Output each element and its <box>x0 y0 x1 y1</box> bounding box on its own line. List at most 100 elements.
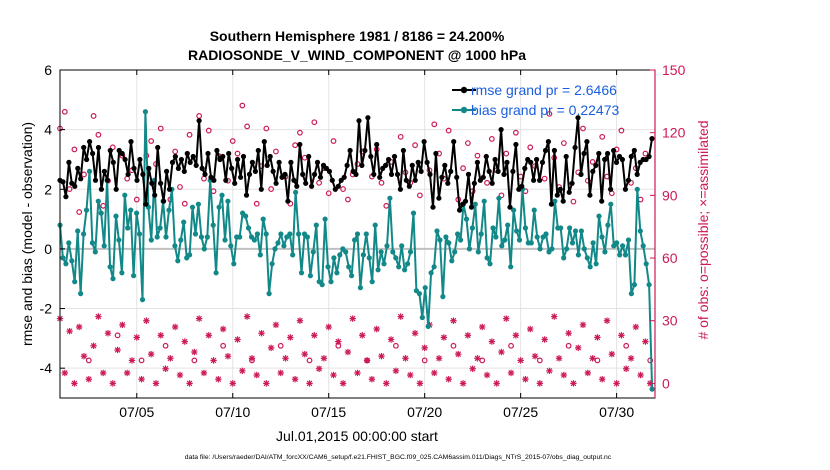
obs-assimilated-stroke <box>229 380 236 387</box>
obs-assimilated-marker <box>248 355 256 362</box>
rmse-point <box>483 153 489 160</box>
obs-assimilated-stroke <box>205 332 212 339</box>
obs-possible-marker <box>273 148 279 155</box>
obs-assimilated-stroke <box>153 380 159 387</box>
bias-point <box>531 207 537 213</box>
rmse-point <box>303 180 309 186</box>
obs-possible-marker <box>412 142 418 149</box>
obs-possible-marker <box>148 138 155 144</box>
bias-point <box>119 270 125 276</box>
rmse-point <box>400 147 406 154</box>
bias-point <box>254 231 260 237</box>
bias-point <box>310 249 316 255</box>
rmse-point <box>214 147 220 154</box>
bias-point <box>319 282 325 288</box>
rmse-point <box>164 168 170 174</box>
obs-assimilated-stroke <box>138 376 145 383</box>
obs-assimilated-marker <box>570 380 577 387</box>
rmse-point <box>397 186 403 192</box>
bias-point <box>490 225 496 231</box>
obs-assimilated-marker <box>167 355 174 362</box>
obs-assimilated-stroke <box>642 338 649 345</box>
rmse-point <box>590 168 596 174</box>
bias-point <box>584 255 590 261</box>
bias-point <box>107 264 113 270</box>
bias-point <box>89 240 95 246</box>
obs-assimilated-marker <box>503 315 510 322</box>
bias-point <box>175 258 181 264</box>
obs-assimilated-stroke <box>541 336 548 343</box>
bias-point <box>390 249 396 255</box>
rmse-point <box>107 147 113 154</box>
rmse-point <box>226 150 232 157</box>
bias-point <box>399 243 405 249</box>
obs-assimilated-stroke <box>215 376 222 383</box>
obs-assimilated-marker <box>75 323 83 331</box>
rmse-point <box>294 183 300 189</box>
obs-possible-marker <box>584 177 591 184</box>
obs-assimilated-marker <box>483 371 491 379</box>
obs-assimilated-stroke <box>503 315 510 322</box>
rmse-point <box>193 162 199 168</box>
legend-rmse-marker <box>460 86 468 94</box>
obs-possible-marker <box>383 202 390 209</box>
obs-assimilated-stroke <box>364 357 370 364</box>
obs-possible-marker <box>536 357 543 364</box>
obs-possible-marker <box>220 342 227 349</box>
bias-point <box>510 207 517 213</box>
rmse-point <box>181 168 187 174</box>
rmse-point <box>498 127 504 133</box>
obs-assimilated-stroke <box>311 332 318 339</box>
obs-possible-marker <box>541 175 548 182</box>
obs-assimilated-marker <box>416 380 424 387</box>
rmse-point <box>264 162 270 168</box>
obs-assimilated-stroke <box>249 355 255 362</box>
bias-point <box>620 243 626 249</box>
bias-point <box>204 234 210 240</box>
bias-point <box>243 213 249 219</box>
rmse-point <box>306 153 312 160</box>
obs-assimilated-stroke <box>234 336 241 343</box>
bias-point <box>472 201 478 207</box>
obs-assimilated-stroke <box>431 370 438 376</box>
y-axis-label: rmse and bias (model - observation) <box>19 122 35 346</box>
bias-point <box>587 264 593 270</box>
rmse-point <box>255 147 261 154</box>
y2-tick-label: 0 <box>662 375 670 391</box>
obs-assimilated-stroke <box>508 370 514 376</box>
obs-assimilated-marker <box>378 353 385 360</box>
obs-assimilated-marker <box>224 353 232 360</box>
obs-assimilated-stroke <box>412 330 418 337</box>
rmse-point <box>439 174 445 180</box>
obs-assimilated-stroke <box>489 338 495 345</box>
obs-possible-marker <box>498 192 505 199</box>
bias-point <box>534 234 540 240</box>
obs-assimilated-stroke <box>359 332 366 339</box>
y2-tick-label: 120 <box>662 125 686 141</box>
rmse-point <box>433 150 439 157</box>
bias-point <box>360 252 366 258</box>
obs-assimilated-stroke <box>354 370 361 376</box>
obs-assimilated-stroke <box>575 345 582 351</box>
rmse-point <box>205 150 211 157</box>
bias-point <box>369 279 375 285</box>
x-tick-label: 07/20 <box>407 404 442 420</box>
rmse-point <box>534 156 540 163</box>
rmse-point <box>90 150 96 157</box>
bias-point <box>431 264 437 270</box>
obs-assimilated-stroke <box>546 368 553 374</box>
rmse-point <box>110 159 116 165</box>
bias-point <box>122 192 128 198</box>
bias-point <box>469 225 475 231</box>
obs-assimilated-stroke <box>556 355 562 362</box>
bias-point <box>275 240 281 246</box>
bias-point <box>416 291 422 297</box>
bias-point <box>178 237 184 243</box>
obs-assimilated-stroke <box>493 380 500 387</box>
rmse-point <box>134 177 140 183</box>
rmse-point <box>113 186 119 192</box>
obs-assimilated-marker <box>99 369 107 377</box>
bias-point <box>189 204 196 210</box>
bias-point <box>387 195 393 201</box>
rmse-point <box>486 168 492 174</box>
